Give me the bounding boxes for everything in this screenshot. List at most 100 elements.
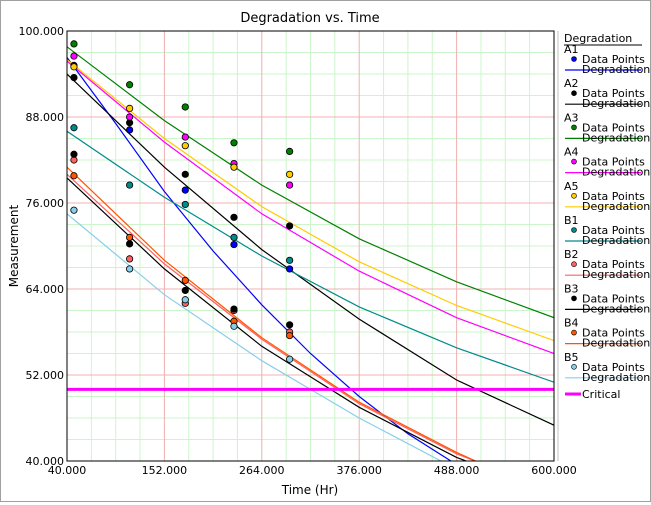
legend-series-name-b4: B4 xyxy=(564,317,579,330)
data-point-b4 xyxy=(126,233,134,241)
degradation-line-b3 xyxy=(67,177,468,461)
data-point-a4 xyxy=(181,133,189,141)
legend-line-label-b5: Degradation xyxy=(582,371,650,384)
data-point-a1 xyxy=(286,265,294,273)
legend-points-label-a2: Data Points xyxy=(582,87,645,100)
data-point-b3 xyxy=(181,286,189,295)
y-tick-label: 64.000 xyxy=(26,283,65,296)
legend-marker-b5 xyxy=(571,363,577,370)
data-point-a3 xyxy=(181,103,189,111)
data-point-b1 xyxy=(230,233,238,241)
legend-points-label-b2: Data Points xyxy=(582,258,645,271)
data-point-b2 xyxy=(126,255,134,263)
x-tick-label: 488.000 xyxy=(434,464,480,477)
x-tick-label: 264.000 xyxy=(239,464,285,477)
data-point-a4 xyxy=(126,113,134,121)
degradation-line-b2 xyxy=(67,173,477,461)
legend-critical-label: Critical xyxy=(582,388,620,401)
data-point-a2 xyxy=(286,222,294,230)
legend-line-label-a3: Degradation xyxy=(582,131,650,144)
legend-marker-a3 xyxy=(571,124,577,131)
data-point-a3 xyxy=(286,147,294,155)
data-points xyxy=(70,40,294,363)
legend-points-label-a4: Data Points xyxy=(582,156,645,169)
data-point-b5 xyxy=(181,296,189,304)
legend-line-label-b1: Degradation xyxy=(582,234,650,247)
data-point-b3 xyxy=(70,150,78,158)
legend-line-label-a1: Degradation xyxy=(582,63,650,76)
legend-series-name-a3: A3 xyxy=(564,111,579,124)
legend-title: Degradation xyxy=(564,32,632,45)
legend-points-label-b1: Data Points xyxy=(582,224,645,237)
degradation-lines xyxy=(67,46,554,461)
legend-series-name-a1: A1 xyxy=(564,43,579,56)
degradation-line-b1 xyxy=(67,130,554,383)
legend-series-name-b3: B3 xyxy=(564,282,579,295)
data-point-a5 xyxy=(286,170,294,178)
data-point-b1 xyxy=(286,256,294,264)
legend-points-label-b3: Data Points xyxy=(582,292,645,305)
legend-series-name-a2: A2 xyxy=(564,77,579,90)
x-axis-label: Time (Hr) xyxy=(281,483,339,497)
legend-line-label-a2: Degradation xyxy=(582,97,650,110)
data-point-a4 xyxy=(70,52,78,60)
data-point-a2 xyxy=(181,170,189,178)
data-point-b5 xyxy=(230,322,238,330)
legend-points-label-b4: Data Points xyxy=(582,327,645,340)
y-tick-label: 88.000 xyxy=(26,111,65,124)
degradation-line-a3 xyxy=(67,46,554,319)
data-point-a2 xyxy=(230,213,238,221)
data-point-a3 xyxy=(70,40,78,48)
y-tick-label: 76.000 xyxy=(26,197,65,210)
data-point-a5 xyxy=(181,142,189,150)
x-tick-labels: 40.000 152.000 264.000 376.000 488.000 600.00… xyxy=(48,464,577,477)
degradation-line-b4 xyxy=(67,166,476,461)
legend-line-label-b3: Degradation xyxy=(582,302,650,315)
plot-border xyxy=(66,30,555,462)
legend-marker-b4 xyxy=(571,329,577,336)
x-tick-label: 152.000 xyxy=(142,464,188,477)
legend-points-label-b5: Data Points xyxy=(582,361,645,374)
legend-points-label-a1: Data Points xyxy=(582,53,645,66)
data-point-b3 xyxy=(286,321,294,329)
data-point-b4 xyxy=(181,276,189,284)
data-point-b5 xyxy=(70,206,78,214)
legend-marker-a2 xyxy=(571,90,577,96)
y-axis-label: Measurement xyxy=(7,205,21,288)
legend-points-label-a5: Data Points xyxy=(582,190,645,203)
degradation-line-a4 xyxy=(67,60,554,355)
data-point-b1 xyxy=(70,124,78,132)
legend-series-name-a4: A4 xyxy=(564,146,579,159)
legend-marker-b1 xyxy=(571,227,577,233)
legend-line-label-a5: Degradation xyxy=(582,200,650,213)
degradation-line-a5 xyxy=(67,59,554,342)
data-point-a5 xyxy=(230,163,238,171)
data-point-a1 xyxy=(181,186,189,194)
legend-series-name-b5: B5 xyxy=(564,351,579,364)
y-tick-label: 52.000 xyxy=(26,369,65,382)
x-tick-label: 600.000 xyxy=(531,464,577,477)
legend-points-label-a3: Data Points xyxy=(582,121,645,134)
data-point-a4 xyxy=(286,181,294,189)
legend-line-label-a4: Degradation xyxy=(582,166,650,179)
chart-title: Degradation vs. Time xyxy=(240,11,379,26)
data-point-a3 xyxy=(126,81,134,89)
legend-marker-b2 xyxy=(571,261,577,268)
data-point-b3 xyxy=(126,240,134,248)
degradation-line-a1 xyxy=(67,57,453,461)
legend-series-name-b1: B1 xyxy=(564,214,579,227)
data-point-b4 xyxy=(70,172,78,180)
legend-series-name-a5: A5 xyxy=(564,180,579,193)
data-point-b3 xyxy=(230,305,238,313)
data-point-b5 xyxy=(126,265,134,273)
x-tick-label: 376.000 xyxy=(336,464,382,477)
data-point-b4 xyxy=(286,331,294,340)
data-point-b1 xyxy=(126,181,134,189)
y-tick-labels: 40.000 52.000 64.000 76.000 88.000 100.000 xyxy=(19,25,65,468)
legend-marker-a4 xyxy=(571,158,577,165)
data-point-b5 xyxy=(286,355,294,363)
data-point-a5 xyxy=(70,63,78,71)
